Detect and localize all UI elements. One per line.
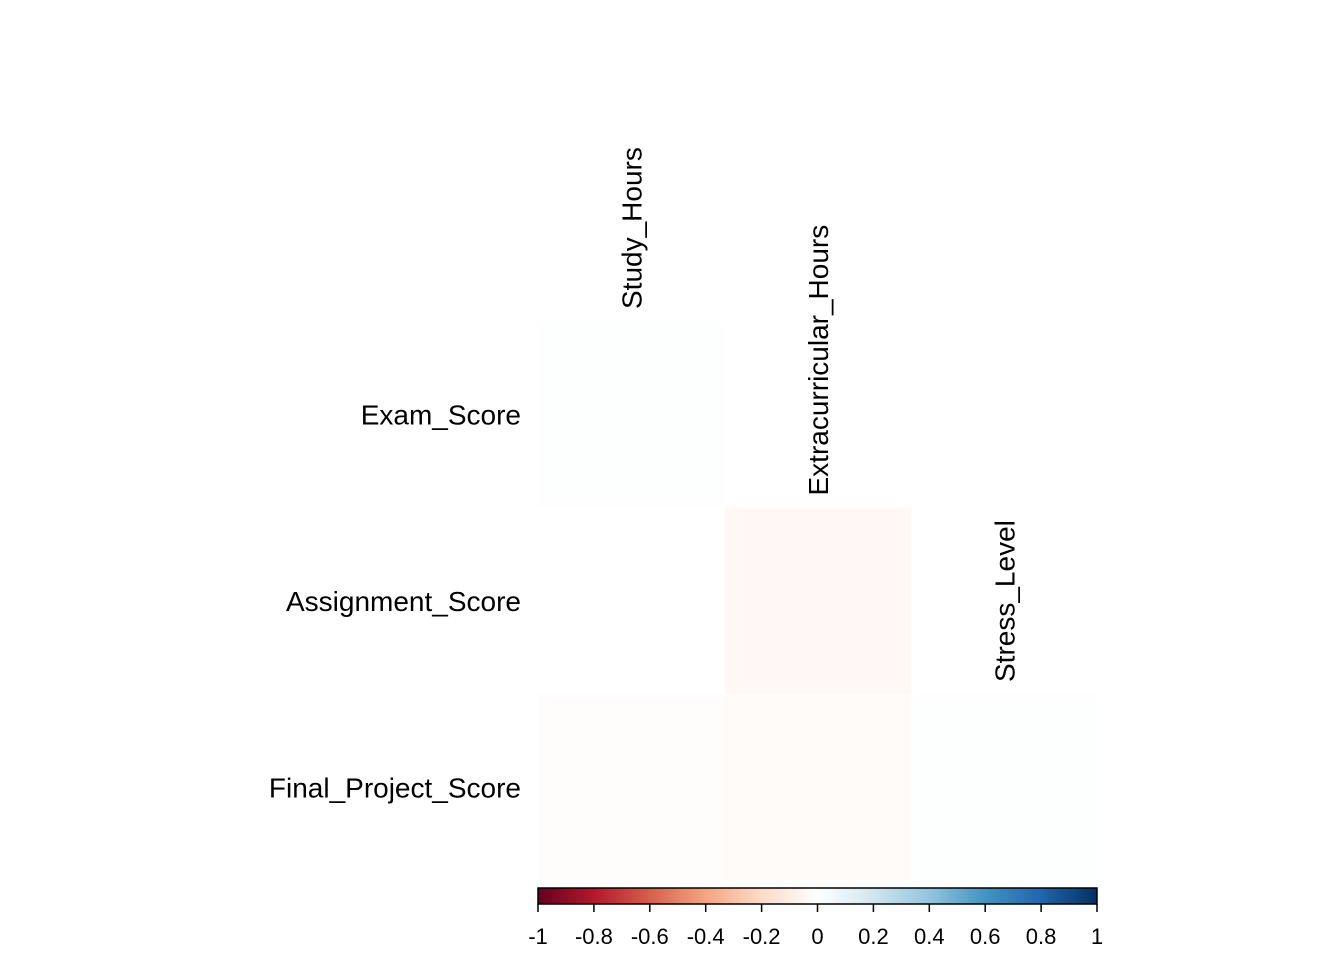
heatmap-cells <box>538 321 1098 881</box>
heatmap-cell-final_project_score-stress_level <box>911 694 1098 881</box>
heatmap-cell-exam_score-study_hours <box>538 321 725 508</box>
row-label-assignment_score: Assignment_Score <box>286 586 521 617</box>
column-label-stress_level: Stress_Level <box>989 520 1020 682</box>
heatmap-cell-final_project_score-study_hours <box>538 694 725 881</box>
colorbar-tick-label: 0.8 <box>1026 924 1057 949</box>
column-label-extracurricular_hours: Extracurricular_Hours <box>803 225 834 496</box>
heatmap-cell-final_project_score-extracurricular_hours <box>724 694 912 881</box>
colorbar-tick-label: -0.6 <box>631 924 669 949</box>
colorbar: -1 -0.8 -0.6 -0.4 -0.2 0 0.2 0.4 0.6 0.8 1 <box>528 887 1103 949</box>
colorbar-tick-label: -1 <box>528 924 548 949</box>
colorbar-tick-label: 0.4 <box>914 924 945 949</box>
colorbar-tick-label: -0.4 <box>687 924 725 949</box>
heatmap-cell-assignment_score-extracurricular_hours <box>724 507 912 695</box>
colorbar-tick-label: 0.2 <box>858 924 889 949</box>
colorbar-tick-label: 0 <box>811 924 823 949</box>
colorbar-gradient <box>537 887 1098 905</box>
colorbar-tick-label: -0.8 <box>575 924 613 949</box>
colorbar-tick-label: 0.6 <box>970 924 1001 949</box>
row-label-exam_score: Exam_Score <box>361 399 521 430</box>
column-labels: Study_Hours Extracurricular_Hours Stress_L… <box>616 147 1020 682</box>
colorbar-tick-label: 1 <box>1091 924 1103 949</box>
column-label-study_hours: Study_Hours <box>616 147 647 309</box>
heatmap-cell-assignment_score-study_hours <box>538 507 725 695</box>
row-labels: Exam_Score Assignment_Score Final_Project_… <box>269 399 521 803</box>
colorbar-tick-label: -0.2 <box>743 924 781 949</box>
row-label-final_project_score: Final_Project_Score <box>269 772 521 803</box>
